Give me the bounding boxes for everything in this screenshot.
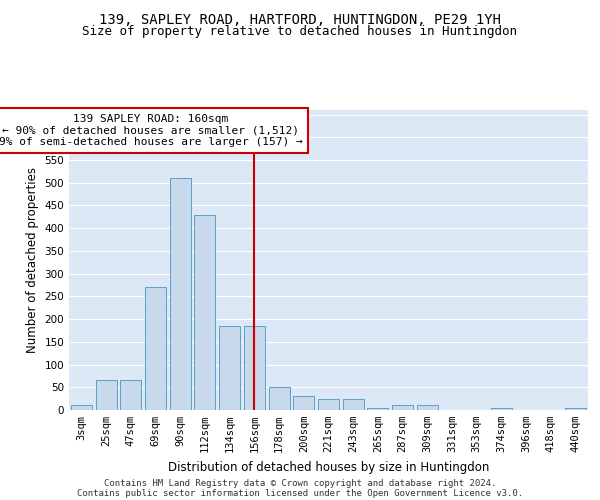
Bar (170, 178, 191, 410)
Y-axis label: Number of detached properties: Number of detached properties (26, 167, 39, 353)
Bar (417, 406, 438, 410)
Text: 139, SAPLEY ROAD, HARTFORD, HUNTINGDON, PE29 1YH: 139, SAPLEY ROAD, HARTFORD, HUNTINGDON, … (99, 12, 501, 26)
Bar (145, 288, 166, 410)
Bar (318, 398, 339, 410)
Bar (95, 380, 116, 410)
Bar (244, 326, 265, 410)
Bar (367, 408, 388, 410)
Text: Size of property relative to detached houses in Huntingdon: Size of property relative to detached ho… (83, 25, 517, 38)
Bar (194, 214, 215, 410)
Bar (293, 396, 314, 410)
Bar (392, 406, 413, 410)
X-axis label: Distribution of detached houses by size in Huntingdon: Distribution of detached houses by size … (168, 460, 489, 473)
Bar (71, 406, 92, 410)
Text: 139 SAPLEY ROAD: 160sqm
← 90% of detached houses are smaller (1,512)
9% of semi-: 139 SAPLEY ROAD: 160sqm ← 90% of detache… (0, 114, 302, 147)
Text: Contains public sector information licensed under the Open Government Licence v3: Contains public sector information licen… (77, 488, 523, 498)
Bar (120, 380, 141, 410)
Bar (219, 326, 240, 410)
Bar (269, 388, 290, 410)
Bar (565, 408, 586, 410)
Text: Contains HM Land Registry data © Crown copyright and database right 2024.: Contains HM Land Registry data © Crown c… (104, 478, 496, 488)
Bar (491, 408, 512, 410)
Bar (343, 398, 364, 410)
